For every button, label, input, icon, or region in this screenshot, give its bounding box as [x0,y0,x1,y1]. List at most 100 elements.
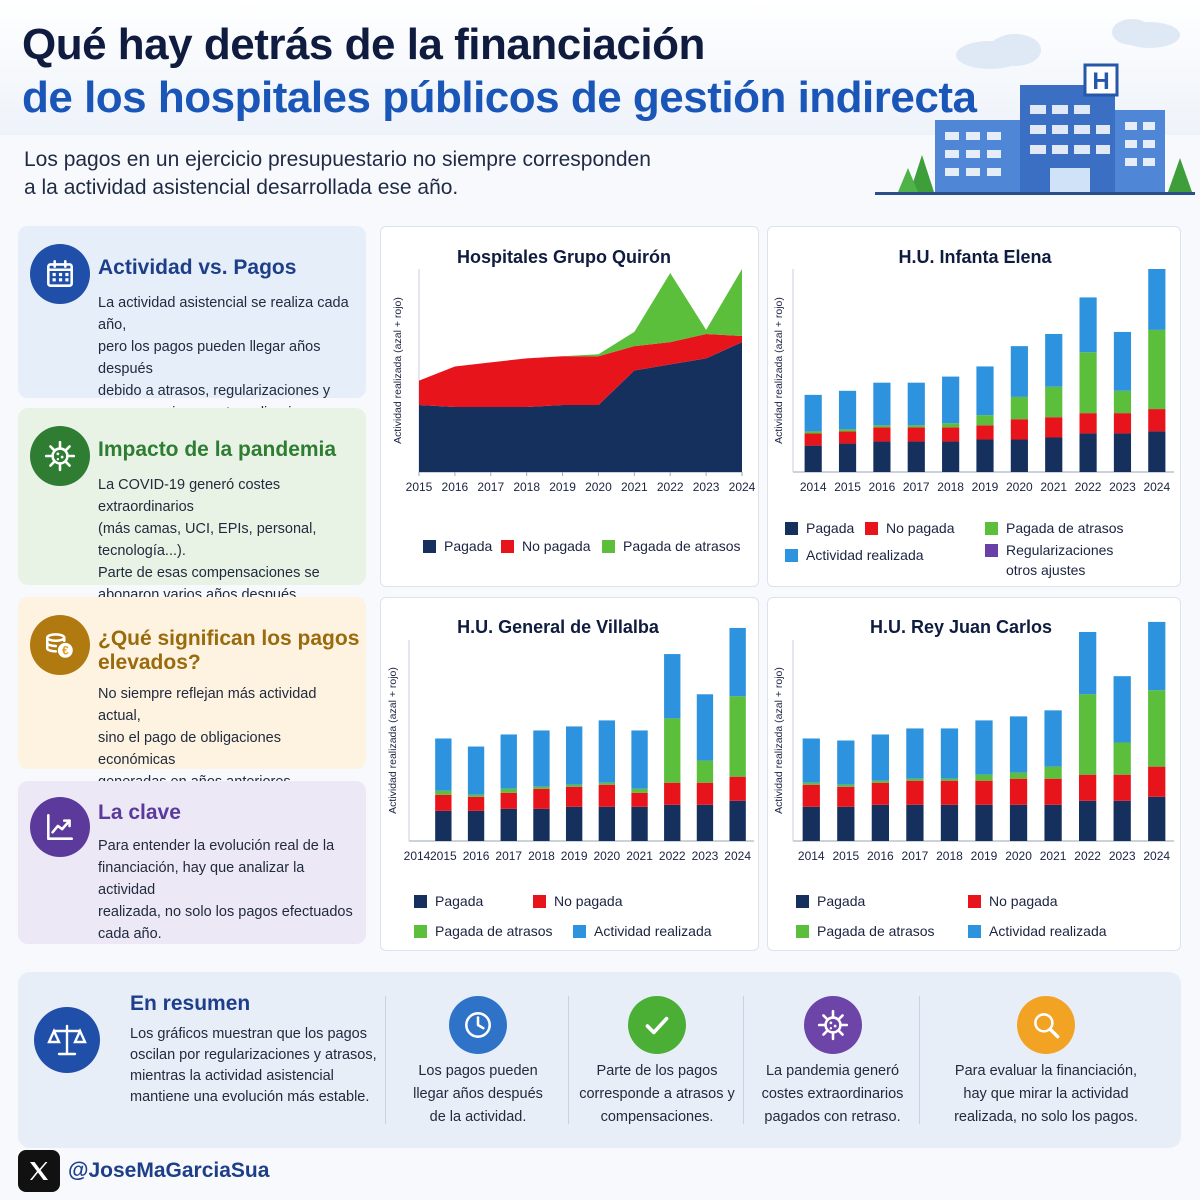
legend-swatch [968,895,981,908]
x-tick-label: 2021 [1040,849,1067,863]
legend-label: otros ajustes [1006,562,1085,578]
x-tick-label: 2023 [1109,849,1136,863]
bar-segment-actividad-realizada [1009,716,1028,773]
summary-point-text: La pandemia generó costes extraordinarios… [746,1060,919,1129]
bar-segment-actividad-realizada [802,738,820,783]
x-tick-label: 2014 [798,849,825,863]
bar-segment-pagada-de-atrasos [1009,772,1028,779]
y-axis-label: Actividad realizada (azal + rojo) [392,297,404,444]
bar-segment-no-pagada [837,786,855,807]
bar-segment-pagada [1044,804,1062,841]
bar-segment-actividad-realizada [1044,710,1062,767]
legend-label: Regularizaciones [1006,542,1113,558]
legend-swatch [533,895,546,908]
bar-segment-pagada [729,800,746,841]
bar-segment-actividad-realizada [1113,676,1131,743]
x-tick-label: 2017 [495,849,522,863]
bar-segment-no-pagada [696,782,714,805]
bar-segment-no-pagada [500,792,517,809]
bar-segment-no-pagada [838,431,857,444]
bar-segment-pagada [975,804,993,841]
x-tick-label: 2024 [729,480,756,494]
bar-segment-actividad-realizada [533,730,550,787]
x-logo-icon [18,1150,60,1192]
bar-segment-no-pagada [1113,774,1131,801]
bar-segment-pagada [435,810,452,841]
x-tick-label: 2020 [593,849,620,863]
x-tick-label: 2021 [621,480,648,494]
chart-title: H.U. Infanta Elena [898,247,1052,267]
x-tick-label: 2019 [561,849,588,863]
chart-title: H.U. Rey Juan Carlos [870,617,1052,637]
bar-segment-actividad-realizada [1010,346,1028,397]
info-card-line: (más camas, UCI, EPIs, personal, tecnolo… [98,521,317,559]
bar-segment-no-pagada [907,427,925,442]
summary-point: La pandemia generó costes extraordinarios… [746,972,919,1148]
bar-segment-pagada [631,806,648,841]
bar-segment-pagada [1148,796,1166,841]
author-handle: @JoseMaGarciaSua [68,1159,270,1182]
summary-point-line: La pandemia generó [765,1063,900,1079]
x-tick-label: 2021 [1040,480,1067,494]
bar-segment-no-pagada [871,782,889,805]
legend-swatch [573,925,586,938]
legend-label: No pagada [886,520,955,536]
bar-segment-actividad-realizada [1113,331,1132,391]
bar-segment-no-pagada [1044,778,1062,805]
bar-segment-actividad-realizada [631,730,648,789]
x-tick-label: 2014 [800,480,827,494]
hospital-sign: H [1092,68,1109,95]
summary-line: Los gráficos muestran que los pagos [130,1026,367,1042]
info-card-title: ¿Qué significan los pagos [98,627,360,650]
bar-segment-pagada-de-atrasos [907,425,925,428]
chart-card-rey-juan-carlos: H.U. Rey Juan Carlos Actividad realizada … [767,597,1181,951]
bar-segment-pagada [837,806,855,841]
subtitle-line2: a la actividad asistencial desarrollada … [24,176,459,199]
bar-segment-pagada [1113,433,1132,472]
clock-icon [449,996,507,1054]
info-card: € ¿Qué significan los pagos elevados? No si… [18,597,366,790]
bar-segment-actividad-realizada [837,740,855,785]
info-card-line: pero los pagos pueden llegar años despué… [98,339,321,377]
bar-segment-actividad-realizada [976,366,994,416]
hospital-illustration: H [875,19,1195,195]
bar-segment-pagada-de-atrasos [975,774,993,781]
x-tick-label: 2023 [692,849,719,863]
bar-segment-actividad-realizada [696,694,714,761]
legend-label: Pagada de atrasos [623,538,741,554]
bar-segment-pagada-de-atrasos [940,778,959,781]
bar-segment-actividad-realizada [838,390,857,430]
summary-point-text: Para evaluar la financiación, hay que mir… [922,1060,1170,1129]
x-tick-label: 2017 [477,480,504,494]
x-tick-label: 2024 [1143,480,1170,494]
x-tick-label: 2018 [528,849,555,863]
bar-segment-pagada-de-atrasos [1113,742,1131,775]
bar-segment-pagada-de-atrasos [838,429,857,432]
bar-segment-no-pagada [906,780,924,805]
bar-segment-actividad-realizada [940,728,959,779]
bar-segment-pagada-de-atrasos [871,780,889,783]
summary-point-line: corresponde a atrasos y [579,1086,735,1102]
summary-point-line: compensaciones. [600,1109,714,1125]
x-tick-label: 2019 [972,480,999,494]
info-card-text: La COVID-19 generó costes extraordinario… [98,474,360,606]
legend-label: No pagada [554,893,623,909]
x-tick-label: 2015 [406,480,433,494]
x-tick-label: 2018 [936,849,963,863]
summary-panel: En resumen Los gráficos muestran que los… [18,972,1181,1148]
bar-segment-pagada [696,804,714,841]
chart-infanta-elena-svg: H.U. Infanta Elena Actividad realizada (a… [773,247,1174,578]
bar-segment-pagada-de-atrasos [942,423,960,428]
svg-text:€: € [62,645,69,658]
legend-label: Pagada [817,893,865,909]
summary-line: oscilan por regularizaciones y atrasos, [130,1047,377,1063]
bar-segment-pagada-de-atrasos [1148,690,1166,767]
bar-segment-actividad-realizada [1079,631,1097,695]
x-tick-label: 2020 [1005,849,1032,863]
bar-segment-pagada [804,445,822,472]
info-card-line: La COVID-19 generó costes extraordinario… [98,477,281,515]
bar-segment-pagada [500,808,517,841]
x-tick-label: 2020 [1006,480,1033,494]
info-card-title: Actividad vs. Pagos [98,256,297,279]
bar-segment-pagada [802,806,820,841]
